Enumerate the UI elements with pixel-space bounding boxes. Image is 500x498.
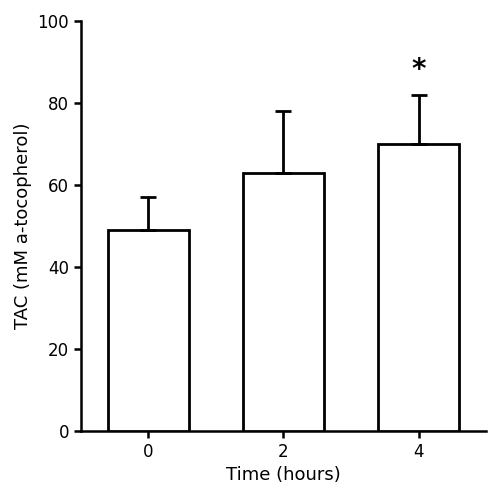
Bar: [243, 172, 324, 431]
Bar: [378, 144, 459, 431]
Bar: [108, 230, 189, 431]
Text: *: *: [412, 56, 426, 85]
Y-axis label: TAC (mM a-tocopherol): TAC (mM a-tocopherol): [14, 123, 32, 329]
X-axis label: Time (hours): Time (hours): [226, 466, 341, 484]
